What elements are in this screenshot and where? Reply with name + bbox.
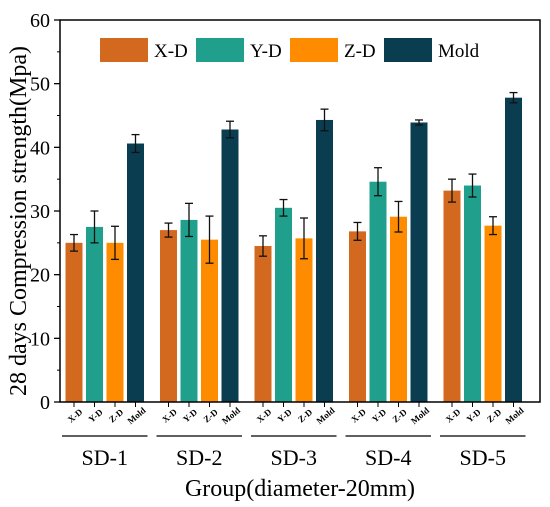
y-axis-title: 28 days Compression strength(Mpa)	[6, 46, 32, 396]
legend-label-mold: Mold	[438, 41, 480, 62]
legend-swatch-y-d	[196, 38, 244, 62]
legend-label-x-d: X-D	[154, 41, 188, 62]
bar-x-d-sd-1	[65, 242, 83, 402]
bar-sublabel: Y-D	[370, 407, 388, 425]
bar-sublabel: Z-D	[296, 407, 315, 425]
bar-sublabel: Z-D	[485, 407, 504, 425]
bar-y-d-sd-2	[180, 219, 198, 402]
bar-sublabel: Z-D	[390, 407, 409, 425]
y-tick-label: 30	[30, 201, 50, 223]
bar-sublabel: Y-D	[87, 407, 105, 425]
legend-swatch-x-d	[100, 38, 148, 62]
bar-x-d-sd-3	[254, 246, 272, 402]
bar-sublabel: Z-D	[201, 407, 220, 425]
bar-y-d-sd-5	[464, 185, 481, 402]
y-tick-label: 10	[30, 328, 50, 350]
legend-label-y-d: Y-D	[250, 41, 282, 62]
bar-sublabel: Mold	[409, 405, 431, 426]
bar-z-d-sd-5	[484, 225, 502, 402]
bar-sublabel: X-D	[349, 406, 368, 424]
bar-sublabel: X-D	[66, 406, 85, 424]
y-tick-label: 20	[30, 265, 50, 287]
bar-z-d-sd-1	[106, 242, 124, 402]
legend-swatch-z-d	[290, 38, 338, 62]
bar-sublabel: X-D	[255, 406, 274, 424]
bar-sublabel: Z-D	[107, 407, 126, 425]
bar-sublabel: Y-D	[181, 407, 199, 425]
bar-sublabel: Mold	[503, 405, 525, 426]
bar-z-d-sd-2	[201, 239, 218, 402]
group-label-sd-4: SD-4	[365, 445, 411, 470]
legend-swatch-mold	[384, 38, 432, 62]
bar-y-d-sd-4	[369, 181, 387, 402]
bar-mold-sd-2	[221, 129, 239, 403]
bar-y-d-sd-3	[275, 207, 292, 402]
group-label-sd-3: SD-3	[271, 445, 317, 470]
bar-x-d-sd-4	[349, 231, 366, 402]
y-tick-label: 60	[30, 10, 50, 32]
legend-label-z-d: Z-D	[344, 41, 376, 62]
y-tick-label: 0	[40, 392, 50, 414]
group-label-sd-1: SD-1	[82, 445, 128, 470]
group-label-sd-5: SD-5	[460, 445, 506, 470]
bar-sublabel: Y-D	[465, 407, 483, 425]
y-tick-label: 40	[30, 137, 50, 159]
bar-sublabel: Mold	[220, 405, 242, 426]
bar-z-d-sd-3	[295, 238, 313, 402]
bar-mold-sd-5	[505, 97, 522, 402]
bar-sublabel: Mold	[125, 405, 147, 426]
bar-mold-sd-4	[410, 122, 428, 403]
group-label-sd-2: SD-2	[176, 445, 222, 470]
bar-mold-sd-1	[127, 143, 144, 402]
x-axis-title: Group(diameter-20mm)	[185, 476, 415, 502]
bar-x-d-sd-5	[443, 190, 461, 402]
bar-sublabel: X-D	[444, 406, 463, 424]
bar-z-d-sd-4	[390, 216, 407, 402]
bar-x-d-sd-2	[160, 230, 177, 402]
bar-mold-sd-3	[316, 119, 333, 402]
y-tick-label: 50	[30, 74, 50, 96]
bar-y-d-sd-1	[86, 226, 103, 402]
bar-sublabel: Mold	[314, 405, 336, 426]
bar-sublabel: Y-D	[276, 407, 294, 425]
bar-sublabel: X-D	[160, 406, 179, 424]
